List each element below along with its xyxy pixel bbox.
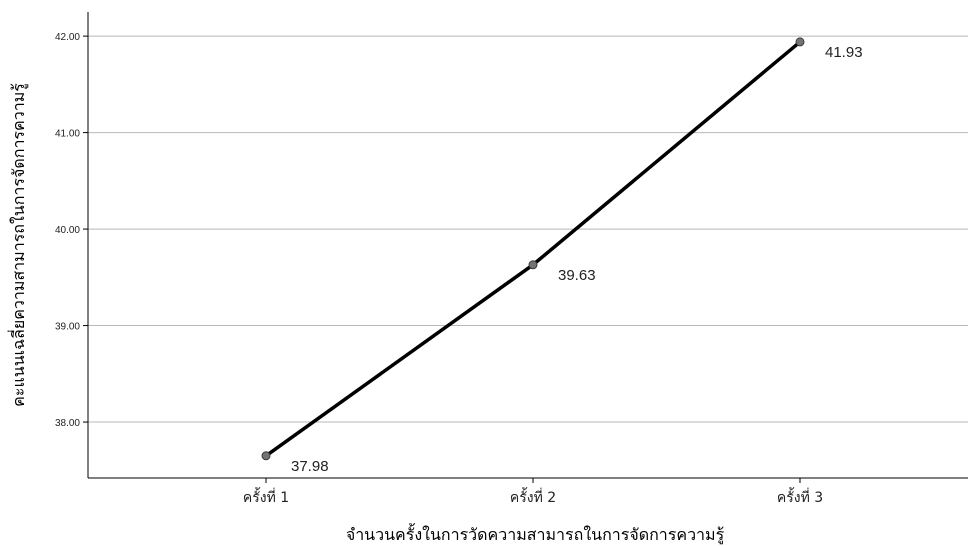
x-axis-title: จำนวนครั้งในการวัดความสามารถในการจัดการค… — [346, 523, 725, 545]
x-tick-label: ครั้งที่ 1 — [243, 487, 289, 506]
data-label: 37.98 — [291, 458, 329, 475]
data-label: 41.93 — [825, 44, 863, 61]
gridlines — [88, 35, 968, 423]
x-tick-label: ครั้งที่ 2 — [510, 487, 556, 506]
series — [261, 37, 805, 461]
x-tick-label: ครั้งที่ 3 — [777, 487, 823, 506]
y-axis-title: คะแนนเฉลี่ยความสามารถในการจัดการความรู้ — [7, 83, 29, 407]
y-tick-label: 40.00 — [55, 225, 80, 236]
series-line — [264, 40, 802, 458]
y-tick-label: 42.00 — [55, 32, 80, 43]
x-tick-labels: ครั้งที่ 1 ครั้งที่ 2 ครั้งที่ 3 — [243, 487, 823, 506]
data-point — [528, 260, 538, 270]
data-point — [261, 451, 271, 461]
axes — [83, 12, 968, 483]
data-label: 39.63 — [558, 267, 596, 284]
y-tick-labels: 38.00 39.00 40.00 41.00 42.00 — [55, 32, 80, 429]
y-tick-label: 38.00 — [55, 418, 80, 429]
y-tick-label: 41.00 — [55, 129, 80, 140]
data-point — [795, 37, 805, 47]
y-tick-label: 39.00 — [55, 322, 80, 333]
data-labels: 37.98 39.63 41.93 — [291, 44, 863, 475]
